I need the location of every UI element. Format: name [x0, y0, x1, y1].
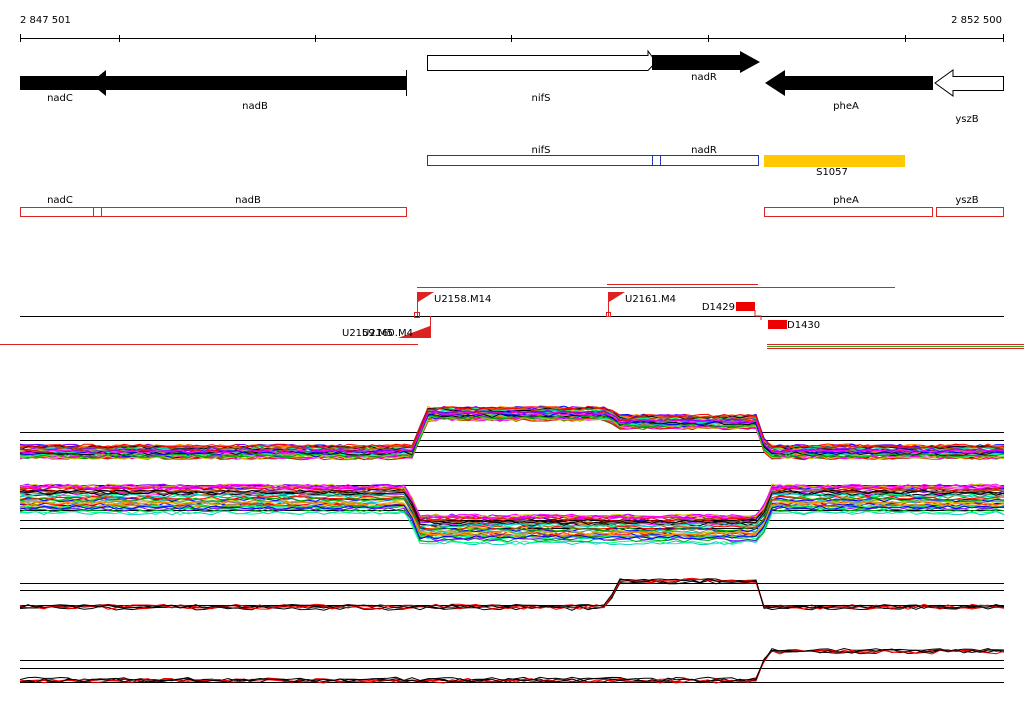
trace — [19, 500, 1005, 536]
operon-box — [427, 155, 759, 166]
transcript-track — [20, 207, 1004, 217]
transcript-label: nadB — [235, 195, 261, 206]
trace — [19, 504, 1005, 540]
gene-label: nadB — [242, 101, 268, 112]
trace — [19, 491, 1005, 527]
trace — [19, 500, 1005, 536]
trace — [19, 504, 1005, 540]
ruler-end: 2 852 500 — [951, 15, 1002, 26]
transcript-label: nadC — [47, 195, 73, 206]
trace — [19, 412, 1005, 456]
marker-label: U2160.M4 — [362, 328, 413, 339]
transcript-label: pheA — [833, 195, 859, 206]
gene-nadC — [20, 76, 102, 90]
trace — [19, 509, 1005, 545]
trace — [19, 496, 1005, 532]
ruler-start: 2 847 501 — [20, 15, 71, 26]
trace — [19, 493, 1005, 528]
operon-label: nifS — [532, 145, 551, 156]
gene-label: yszB — [955, 114, 978, 125]
gene-label: pheA — [833, 101, 859, 112]
trace — [19, 414, 1005, 459]
marker-label: U2159.M5 — [342, 328, 393, 339]
trace — [19, 489, 1005, 525]
trace — [19, 411, 1005, 455]
trace — [19, 405, 1005, 449]
gene-label: nadR — [691, 72, 717, 83]
marker-label: U2161.M4 — [625, 294, 676, 305]
gene-label: nifS — [532, 93, 551, 104]
operon-label: S1057 — [816, 167, 848, 178]
operon-label: nadR — [691, 145, 717, 156]
operon-S1057 — [764, 155, 905, 167]
gene-yszB — [934, 69, 1004, 97]
gene-pheA — [765, 70, 933, 96]
trace — [19, 578, 1005, 609]
trace — [19, 648, 1005, 683]
marker-label: D1430 — [787, 320, 820, 331]
expression-traces — [19, 405, 1005, 684]
gene-nadB — [90, 70, 406, 96]
gene-nadR — [652, 51, 760, 73]
marker-track: U2158.M14 U2161.M4 D1429 D1430 U2159.M5 … — [0, 284, 1024, 349]
trace — [19, 409, 1005, 453]
ruler — [20, 34, 1004, 42]
trace — [19, 483, 1005, 519]
gene-label: nadC — [47, 93, 73, 104]
marker-label: U2158.M14 — [434, 294, 491, 305]
operon-track: nifS nadR S1057 — [427, 145, 905, 178]
marker-label: D1429 — [702, 302, 735, 313]
transcript-label: yszB — [955, 195, 978, 206]
trace — [19, 577, 1005, 609]
gene-track: nadC nadB nifS nadR pheA yszB — [20, 49, 1004, 125]
